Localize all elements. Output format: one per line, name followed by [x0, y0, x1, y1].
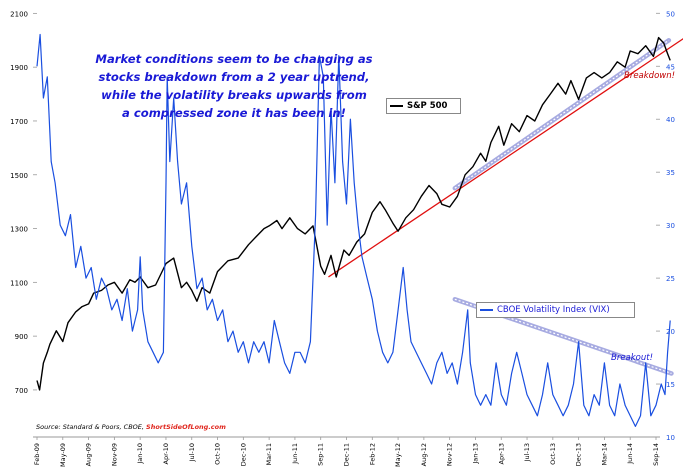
- axis-layer: 700 900 1100 1300 1500 1700 1900 2100 10 15 20 25 30…: [10, 10, 675, 467]
- series-layer: [36, 33, 671, 427]
- left-tick-label-1: 900: [15, 333, 28, 341]
- x-tick-label-23: Jun-14: [626, 443, 634, 465]
- right-tick-label-2: 20: [666, 328, 675, 336]
- left-tick-label-5: 1700: [10, 118, 28, 126]
- legend-label-sp500: S&P 500: [407, 101, 448, 111]
- x-tick-label-16: Nov-12: [446, 443, 454, 466]
- legend-label-vix: CBOE Volatility Index (VIX): [497, 305, 610, 315]
- left-tick-label-3: 1300: [10, 226, 28, 234]
- series-line-sp500: [36, 36, 671, 391]
- x-tick-label-1: May-09: [59, 443, 67, 467]
- x-tick-label-12: Dec-11: [343, 443, 351, 466]
- x-tick-label-15: Aug-12: [420, 443, 428, 466]
- source-brand: ShortSideOfLong.com: [146, 423, 226, 431]
- left-tick-label-2: 1100: [10, 279, 28, 287]
- commentary-line-4: a compressed zone it has been in!: [122, 106, 346, 120]
- x-tick-label-7: Oct-10: [214, 443, 222, 465]
- breakout-annotation: Breakout!: [611, 353, 654, 363]
- x-tick-label-2: Aug-09: [85, 443, 93, 466]
- x-tick-label-0: Feb-09: [33, 443, 41, 465]
- left-tick-label-7: 2100: [10, 10, 28, 18]
- x-tick-label-5: Apr-10: [162, 443, 170, 464]
- commentary-line-2: stocks breakdown from a 2 year uptrend,: [98, 70, 370, 84]
- x-tick-label-6: Jul-10: [188, 443, 196, 462]
- series-line-vix: [36, 33, 671, 427]
- x-tick-label-18: Apr-13: [497, 443, 505, 464]
- x-tick-label-3: Nov-09: [110, 443, 118, 466]
- commentary-line-1: Market conditions seem to be changing as: [95, 52, 373, 66]
- right-tick-label-0: 10: [666, 434, 675, 442]
- left-tick-label-6: 1900: [10, 64, 28, 72]
- right-tick-label-3: 25: [666, 275, 675, 283]
- right-tick-label-4: 30: [666, 222, 675, 230]
- source-note: Source: Standard & Poors, CBOE, ShortSid…: [36, 423, 226, 431]
- x-tick-label-9: Mar-11: [265, 443, 273, 465]
- x-tick-label-21: Dec-13: [575, 443, 583, 466]
- right-tick-label-8: 50: [666, 10, 675, 18]
- x-tick-label-10: Jun-11: [291, 443, 299, 465]
- commentary-line-3: while the volatility breaks upwards from: [101, 88, 367, 102]
- commentary-text: Market conditions seem to be changing as…: [84, 50, 384, 122]
- x-tick-label-19: Jul-13: [523, 443, 531, 462]
- x-tick-label-14: May-12: [394, 443, 402, 467]
- x-tick-label-24: Sep-14: [652, 443, 660, 466]
- x-tick-label-17: Jan-13: [471, 443, 479, 465]
- right-tick-label-1: 15: [666, 381, 675, 389]
- breakdown-annotation: Breakdown!: [624, 71, 676, 81]
- x-tick-label-20: Oct-13: [549, 443, 557, 465]
- x-tick-label-13: Feb-12: [368, 443, 376, 465]
- right-tick-label-7: 45: [666, 63, 675, 71]
- right-tick-label-5: 35: [666, 169, 675, 177]
- trendline-dash-1: [454, 39, 670, 189]
- legend-sp500: S&P 500: [386, 98, 461, 114]
- legend-swatch-vix: [480, 309, 493, 311]
- legend-swatch-sp500: [390, 105, 403, 107]
- left-tick-label-0: 700: [15, 387, 28, 395]
- trendline-0: [328, 38, 683, 278]
- left-tick-label-4: 1500: [10, 172, 28, 180]
- x-tick-label-11: Sep-11: [317, 443, 325, 466]
- x-tick-label-4: Jan-10: [136, 443, 144, 465]
- right-tick-label-6: 40: [666, 116, 675, 124]
- source-prefix: Source: Standard & Poors, CBOE,: [36, 423, 147, 431]
- x-tick-label-22: Mar-14: [600, 443, 608, 465]
- legend-vix: CBOE Volatility Index (VIX): [476, 302, 635, 318]
- x-tick-label-8: Dec-10: [239, 443, 247, 466]
